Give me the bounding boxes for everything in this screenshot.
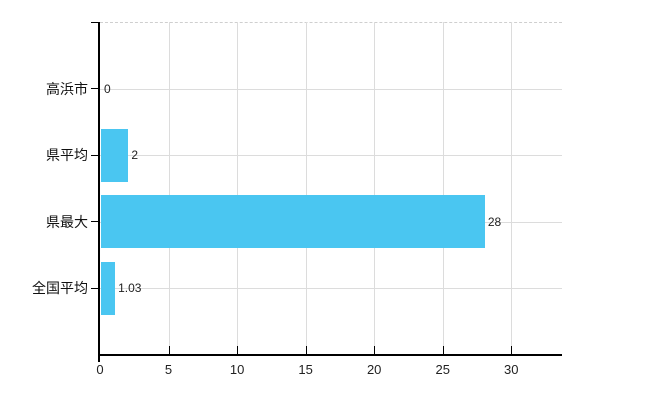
vertical-gridline	[305, 22, 307, 355]
vertical-gridline	[168, 22, 170, 355]
x-axis-tick	[237, 346, 239, 354]
x-tick-label: 10	[229, 362, 245, 377]
y-axis-tick	[91, 287, 99, 289]
category-label: 全国平均	[32, 280, 88, 297]
horizontal-gridline	[100, 155, 562, 157]
bar	[101, 261, 116, 315]
value-label: 2	[131, 148, 139, 163]
y-axis-tick	[91, 88, 99, 90]
x-axis-tick	[511, 346, 513, 354]
horizontal-gridline	[100, 88, 562, 90]
vertical-gridline	[511, 22, 513, 355]
y-axis-tick	[91, 221, 99, 223]
vertical-gridline	[442, 22, 444, 355]
value-label: 1.03	[118, 281, 142, 296]
value-label: 28	[487, 214, 502, 229]
bar	[101, 128, 129, 182]
top-gridline	[100, 22, 562, 23]
y-axis-tick	[91, 154, 99, 156]
x-tick-label: 15	[298, 362, 313, 377]
x-axis-tick	[442, 346, 444, 354]
bar	[101, 195, 485, 249]
x-axis-tick	[374, 346, 376, 354]
y-axis-line	[98, 22, 100, 362]
y-axis-top-tick	[91, 21, 99, 23]
horizontal-gridline	[100, 288, 562, 290]
category-label: 県平均	[46, 147, 88, 164]
x-tick-label: 5	[164, 362, 173, 377]
vertical-gridline	[237, 22, 239, 355]
x-tick-label: 20	[366, 362, 382, 377]
x-tick-label: 30	[504, 362, 519, 377]
category-label: 県最大	[46, 213, 88, 230]
x-axis-line	[98, 354, 562, 356]
x-tick-label: 0	[96, 362, 104, 377]
x-axis-tick	[168, 346, 170, 354]
value-label: 0	[104, 81, 111, 96]
x-tick-label: 25	[435, 362, 450, 377]
vertical-gridline	[374, 22, 376, 355]
category-label: 高浜市	[46, 80, 88, 97]
x-axis-tick	[305, 346, 307, 354]
